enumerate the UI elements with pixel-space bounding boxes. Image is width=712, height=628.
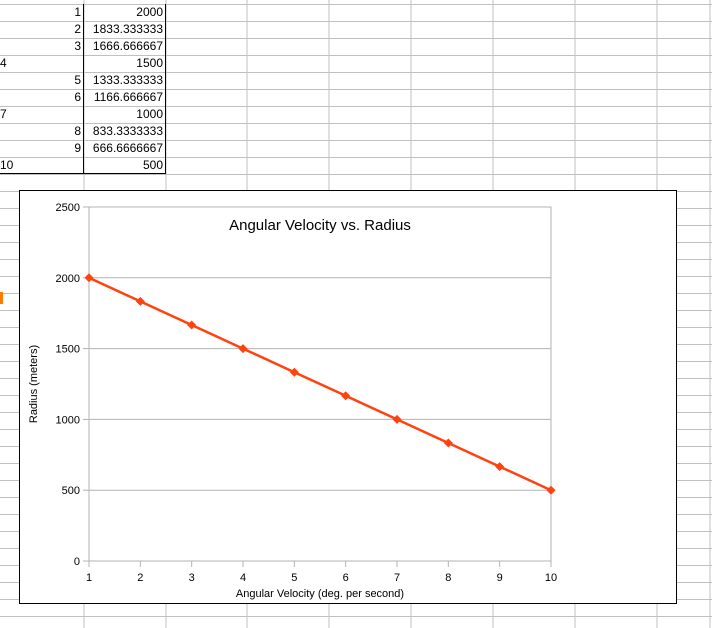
x-tick-label: 4 [240, 572, 246, 584]
y-axis-title: Radius (meters) [28, 345, 40, 423]
cell-column-a[interactable]: 5 [0, 72, 84, 89]
cell-column-b[interactable]: 2000 [84, 4, 166, 21]
cell-column-b[interactable]: 1833.333333 [84, 21, 166, 38]
chart-title: Angular Velocity vs. Radius [229, 217, 411, 234]
x-tick-label: 2 [137, 572, 143, 584]
cell-column-b[interactable]: 1500 [84, 55, 166, 72]
data-point-marker [341, 391, 351, 401]
x-axis-title: Angular Velocity (deg. per second) [236, 588, 404, 600]
line-chart: 0 500 1000 1500 2000 2500 1 2 3 4 5 6 7 8 9 10 Angular V… [28, 202, 557, 600]
cell-column-a[interactable]: 8 [0, 123, 84, 140]
cell-column-b[interactable]: 500 [84, 157, 166, 174]
data-point-marker [392, 414, 402, 424]
x-tick-label: 1 [86, 572, 92, 584]
chart-object[interactable]: 0 500 1000 1500 2000 2500 1 2 3 4 5 6 7 8 9 10 Angular V… [19, 190, 677, 604]
data-point-marker [187, 320, 197, 330]
cell-column-b[interactable]: 1666.666667 [84, 38, 166, 55]
cell-column-b[interactable]: 1333.333333 [84, 72, 166, 89]
cell-column-b[interactable]: 1166.666667 [84, 89, 166, 106]
cell-column-a[interactable]: 1 [0, 4, 84, 21]
x-tick-label: 9 [497, 572, 503, 584]
cell-column-a[interactable]: 9 [0, 140, 84, 157]
y-tick-label: 1500 [56, 344, 80, 356]
cell-column-b[interactable]: 1000 [84, 106, 166, 123]
data-point-marker [546, 485, 556, 495]
data-point-marker [135, 296, 145, 306]
y-tick-label: 2000 [56, 273, 80, 285]
y-tick-label: 1000 [56, 414, 80, 426]
row-selection-indicator [0, 292, 3, 304]
cell-column-b[interactable]: 833.3333333 [84, 123, 166, 140]
data-point-marker [443, 438, 453, 448]
y-tick-label: 0 [74, 556, 80, 568]
x-tick-label: 7 [394, 572, 400, 584]
y-tick-label: 500 [62, 485, 80, 497]
series-line [88, 276, 552, 492]
cell-column-a[interactable]: 10 [0, 157, 84, 174]
data-point-marker [238, 344, 248, 354]
x-tick-label: 8 [445, 572, 451, 584]
x-tick-label: 3 [189, 572, 195, 584]
cell-column-a[interactable]: 6 [0, 89, 84, 106]
cell-column-a[interactable]: 2 [0, 21, 84, 38]
y-tick-label: 2500 [56, 202, 80, 214]
cell-column-a[interactable]: 7 [0, 106, 84, 123]
data-point-marker [84, 273, 94, 283]
x-tick-label: 6 [343, 572, 349, 584]
cell-column-b[interactable]: 666.6666667 [84, 140, 166, 157]
data-point-marker [289, 367, 299, 377]
x-tick-label: 5 [291, 572, 297, 584]
data-point-marker [495, 462, 505, 472]
cell-column-a[interactable]: 4 [0, 55, 84, 72]
cell-column-a[interactable]: 3 [0, 38, 84, 55]
x-tick-label: 10 [545, 572, 557, 584]
